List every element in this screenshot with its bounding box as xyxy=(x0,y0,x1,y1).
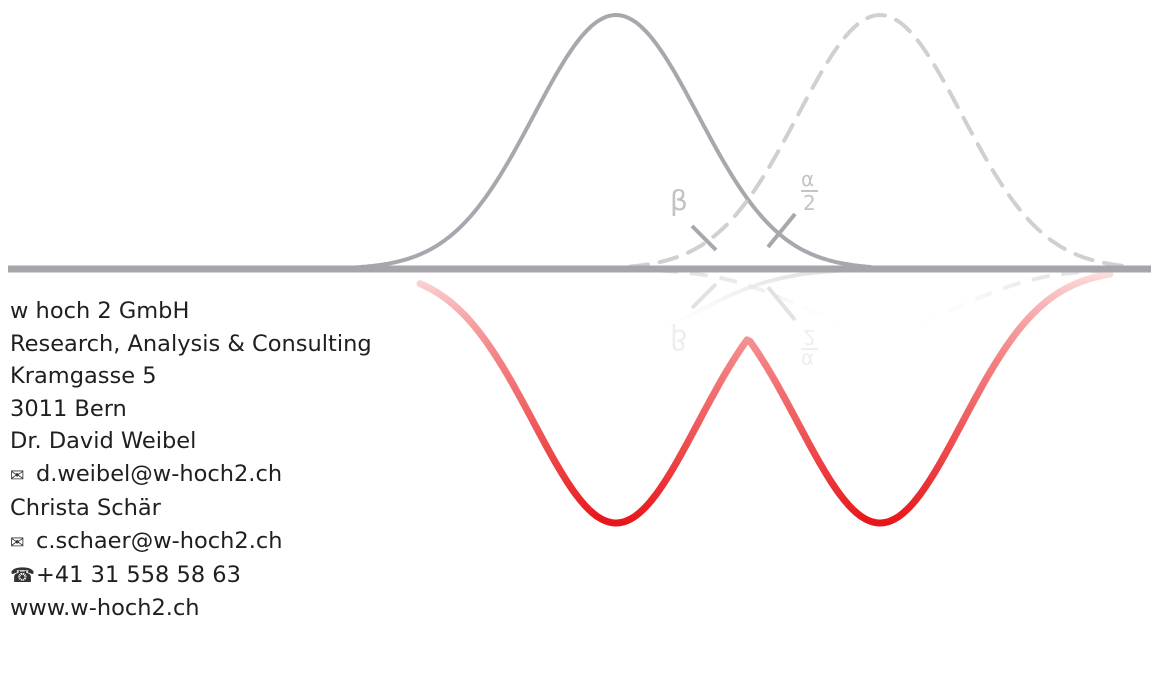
alpha-label-mirror: α 2 xyxy=(801,325,818,373)
beta-label-mirror: β xyxy=(670,323,688,356)
svg-text:2: 2 xyxy=(803,325,816,349)
beta-marker-tick xyxy=(690,224,718,252)
email-link-2[interactable]: c.schaer@w-hoch2.ch xyxy=(36,527,283,554)
street-address: Kramgasse 5 xyxy=(10,363,157,389)
email-link-1[interactable]: d.weibel@w-hoch2.ch xyxy=(36,460,283,487)
alpha-marker-tick-mirror xyxy=(766,285,797,322)
company-tagline: Research, Analysis & Consulting xyxy=(10,330,372,357)
dashed-distribution-curve xyxy=(628,12,1127,269)
mirrored-dashed-curve xyxy=(630,267,1126,331)
svg-text:β: β xyxy=(670,323,688,356)
city-address: 3011 Bern xyxy=(10,395,127,422)
email-line-2[interactable]: ✉ c.schaer@w-hoch2.ch xyxy=(10,525,372,560)
phone-number[interactable]: +41 31 558 58 63 xyxy=(36,562,241,588)
envelope-icon: ✉ xyxy=(10,465,25,486)
phone-line[interactable]: ☎+41 31 558 58 63 xyxy=(10,559,372,592)
contact-person-2: Christa Schär xyxy=(10,495,161,521)
alpha-numerator: α xyxy=(801,167,814,191)
website-link[interactable]: www.w-hoch2.ch xyxy=(10,594,200,621)
contact-block: w hoch 2 GmbH Research, Analysis & Consu… xyxy=(10,295,372,624)
beta-marker-tick-mirror xyxy=(690,282,718,310)
company-name: w hoch 2 GmbH xyxy=(10,298,190,324)
alpha-marker-tick xyxy=(766,212,797,249)
email-line-1[interactable]: ✉ d.weibel@w-hoch2.ch xyxy=(10,458,372,493)
envelope-icon: ✉ xyxy=(10,532,25,553)
telephone-icon: ☎ xyxy=(10,563,35,587)
contact-person-1: Dr. David Weibel xyxy=(10,428,197,454)
red-w-curve xyxy=(416,270,1114,527)
beta-label: β xyxy=(670,184,688,217)
alpha-denominator: 2 xyxy=(803,191,816,215)
solid-distribution-curve xyxy=(343,12,872,270)
svg-text:α: α xyxy=(801,349,814,373)
